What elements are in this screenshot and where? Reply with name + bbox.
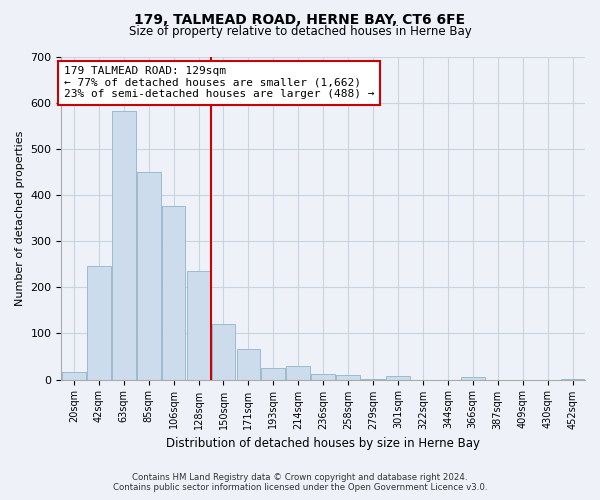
Bar [311, 374, 335, 380]
Text: 179, TALMEAD ROAD, HERNE BAY, CT6 6FE: 179, TALMEAD ROAD, HERNE BAY, CT6 6FE [134, 12, 466, 26]
X-axis label: Distribution of detached houses by size in Herne Bay: Distribution of detached houses by size … [166, 437, 480, 450]
Text: Size of property relative to detached houses in Herne Bay: Size of property relative to detached ho… [128, 25, 472, 38]
Bar [386, 376, 410, 380]
Bar [112, 111, 136, 380]
Text: 179 TALMEAD ROAD: 129sqm
← 77% of detached houses are smaller (1,662)
23% of sem: 179 TALMEAD ROAD: 129sqm ← 77% of detach… [64, 66, 374, 100]
Bar [560, 378, 584, 380]
Bar [162, 206, 185, 380]
Bar [336, 375, 360, 380]
Bar [87, 266, 110, 380]
Bar [262, 368, 285, 380]
Bar [62, 372, 86, 380]
Text: Contains HM Land Registry data © Crown copyright and database right 2024.
Contai: Contains HM Land Registry data © Crown c… [113, 473, 487, 492]
Bar [461, 378, 485, 380]
Y-axis label: Number of detached properties: Number of detached properties [15, 130, 25, 306]
Bar [187, 271, 211, 380]
Bar [286, 366, 310, 380]
Bar [236, 348, 260, 380]
Bar [212, 324, 235, 380]
Bar [137, 172, 161, 380]
